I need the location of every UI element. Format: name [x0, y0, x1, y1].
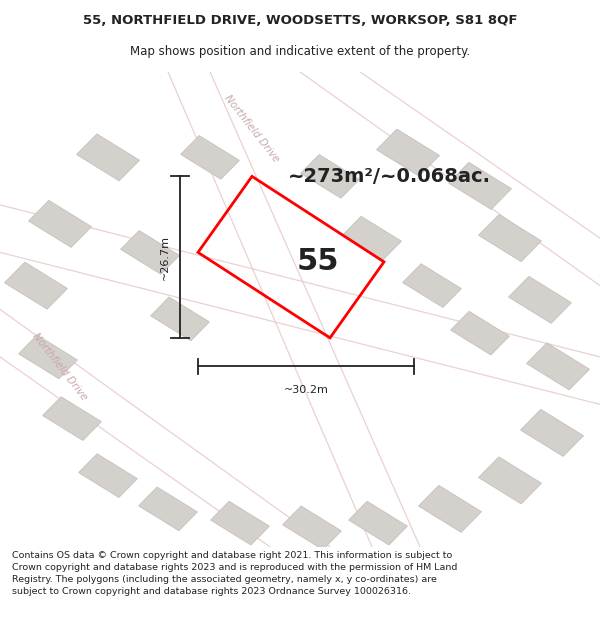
Polygon shape	[121, 231, 179, 274]
Polygon shape	[29, 201, 91, 248]
Polygon shape	[79, 454, 137, 498]
Polygon shape	[527, 343, 589, 390]
Polygon shape	[403, 264, 461, 308]
Text: Contains OS data © Crown copyright and database right 2021. This information is : Contains OS data © Crown copyright and d…	[12, 551, 457, 596]
Polygon shape	[343, 216, 401, 260]
Text: 55, NORTHFIELD DRIVE, WOODSETTS, WORKSOP, S81 8QF: 55, NORTHFIELD DRIVE, WOODSETTS, WORKSOP…	[83, 14, 517, 27]
Polygon shape	[151, 297, 209, 341]
Text: Map shows position and indicative extent of the property.: Map shows position and indicative extent…	[130, 45, 470, 58]
Polygon shape	[283, 506, 341, 549]
Polygon shape	[181, 136, 239, 179]
Text: ~273m²/~0.068ac.: ~273m²/~0.068ac.	[288, 167, 491, 186]
Polygon shape	[451, 311, 509, 355]
Polygon shape	[521, 409, 583, 456]
Polygon shape	[419, 486, 481, 532]
Polygon shape	[19, 335, 77, 379]
Text: Northfield Drive: Northfield Drive	[31, 331, 89, 402]
Text: ~30.2m: ~30.2m	[284, 386, 328, 396]
Text: ~26.7m: ~26.7m	[160, 234, 170, 279]
Polygon shape	[449, 162, 511, 209]
Polygon shape	[43, 397, 101, 441]
Polygon shape	[349, 501, 407, 545]
Polygon shape	[479, 214, 541, 262]
Polygon shape	[301, 154, 359, 198]
Polygon shape	[377, 129, 439, 176]
Polygon shape	[77, 134, 139, 181]
Polygon shape	[509, 276, 571, 323]
Polygon shape	[479, 457, 541, 504]
Polygon shape	[5, 262, 67, 309]
Polygon shape	[211, 501, 269, 545]
Text: Northfield Drive: Northfield Drive	[223, 93, 281, 164]
Text: 55: 55	[297, 248, 339, 276]
Polygon shape	[139, 487, 197, 531]
